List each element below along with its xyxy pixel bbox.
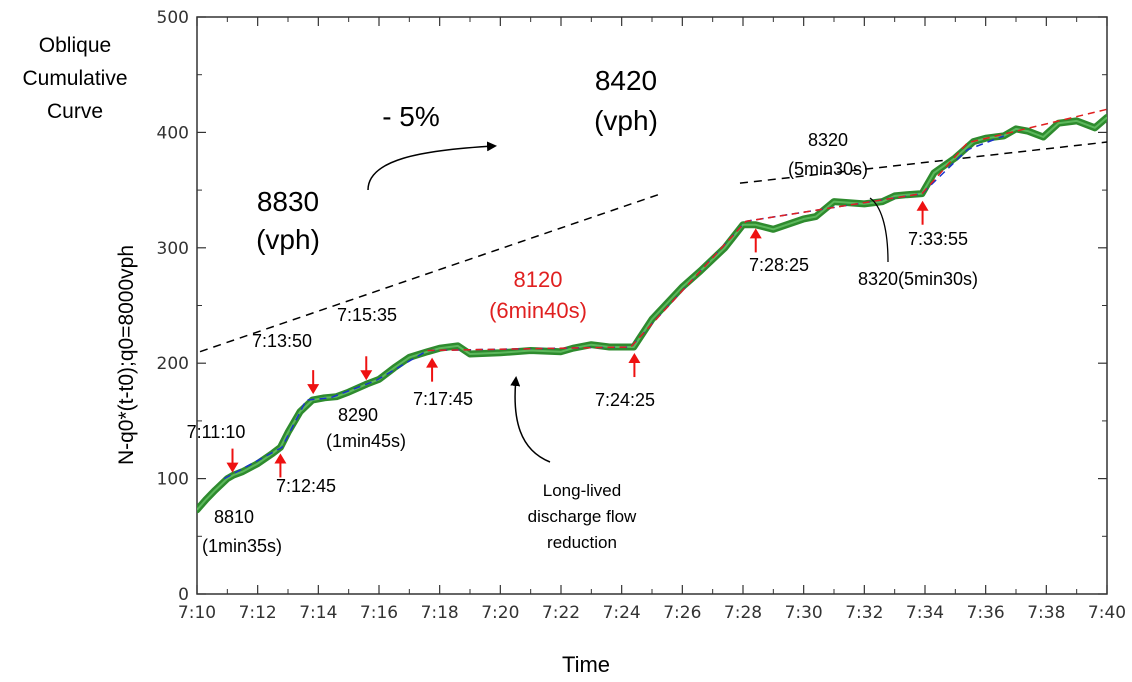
x-tick-label: 7:14: [299, 603, 337, 623]
rate-8830-value: 8830: [257, 186, 319, 217]
note-line-3: reduction: [547, 533, 617, 552]
change-label: - 5%: [382, 101, 440, 132]
x-axis-label: Time: [562, 652, 610, 677]
x-tick-label: 7:18: [421, 603, 459, 623]
x-tick-label: 7:36: [967, 603, 1005, 623]
x-tick-label: 7:12: [239, 603, 277, 623]
fit-line-red: [427, 108, 1107, 352]
red-arrow: [307, 370, 320, 395]
fit-line-blue: [223, 135, 1005, 480]
side-title-line-1: Oblique: [39, 34, 111, 57]
side-title-line-2: Cumulative: [22, 67, 127, 90]
x-tick-label: 7:32: [845, 603, 883, 623]
red-arrow: [426, 357, 439, 382]
rate-8320-bottom: 8320(5min30s): [858, 269, 978, 289]
y-tick-label: 0: [178, 585, 189, 605]
y-tick-label: 200: [157, 354, 189, 374]
x-tick-label: 7:28: [724, 603, 762, 623]
x-tick-label: 7:24: [603, 603, 641, 623]
rate-8420-unit: (vph): [594, 105, 658, 136]
rate-8810-duration: (1min35s): [202, 536, 282, 556]
x-tick-label: 7:26: [663, 603, 701, 623]
y-tick-label: 300: [157, 239, 189, 259]
reference-line-0: [199, 194, 659, 353]
rate-8290-duration: (1min45s): [326, 431, 406, 451]
axis-ticks: 7:10 7:12 7:14 7:16 7:18 7:20 7:22 7:24 7:26 7:28…: [157, 8, 1127, 623]
side-title-line-3: Curve: [47, 100, 103, 123]
note-line-2: discharge flow: [528, 507, 637, 526]
rate-8120-value: 8120: [514, 267, 563, 292]
y-tick-label: 100: [157, 470, 189, 490]
red-arrow: [360, 356, 373, 381]
x-tick-label: 7:34: [906, 603, 944, 623]
rate-8830-unit: (vph): [256, 224, 320, 255]
note-line-1: Long-lived: [543, 481, 621, 500]
rate-8810-value: 8810: [214, 507, 254, 527]
red-arrow: [916, 200, 929, 225]
time-label-7-24-25: 7:24:25: [595, 390, 655, 410]
x-tick-label: 7:16: [360, 603, 398, 623]
bottom-8320-pointer-line: [869, 197, 889, 263]
rate-change-arrow: [367, 141, 497, 191]
time-label-7-15-35: 7:15:35: [337, 305, 397, 325]
rate-8320-top-duration: (5min30s): [788, 159, 868, 179]
y-tick-label: 500: [157, 8, 189, 28]
time-label-7-17-45: 7:17:45: [413, 389, 473, 409]
x-tick-label: 7:10: [178, 603, 216, 623]
rate-8420-value: 8420: [595, 65, 657, 96]
x-tick-label: 7:20: [481, 603, 519, 623]
long-lived-pointer-arrow: [510, 376, 551, 463]
x-tick-label: 7:40: [1088, 603, 1126, 623]
x-tick-label: 7:22: [542, 603, 580, 623]
time-label-7-28-25: 7:28:25: [749, 255, 809, 275]
rate-8320-top-value: 8320: [808, 130, 848, 150]
y-axis-label: N-q0*(t-t0);q0=8000vph: [115, 245, 138, 465]
x-tick-label: 7:30: [785, 603, 823, 623]
time-label-7-12-45: 7:12:45: [276, 476, 336, 496]
time-label-7-11-10: 7:11:10: [187, 422, 246, 442]
red-arrow: [274, 453, 287, 478]
red-arrows: [226, 200, 929, 478]
red-arrow: [628, 353, 641, 378]
rate-8120-duration: (6min40s): [489, 298, 587, 323]
red-arrow: [749, 228, 762, 253]
y-tick-label: 400: [157, 123, 189, 143]
time-label-7-13-50: 7:13:50: [252, 331, 312, 351]
time-label-7-33-55: 7:33:55: [908, 229, 968, 249]
red-arrow: [226, 448, 239, 473]
rate-8290-value: 8290: [338, 405, 378, 425]
x-tick-label: 7:38: [1027, 603, 1065, 623]
